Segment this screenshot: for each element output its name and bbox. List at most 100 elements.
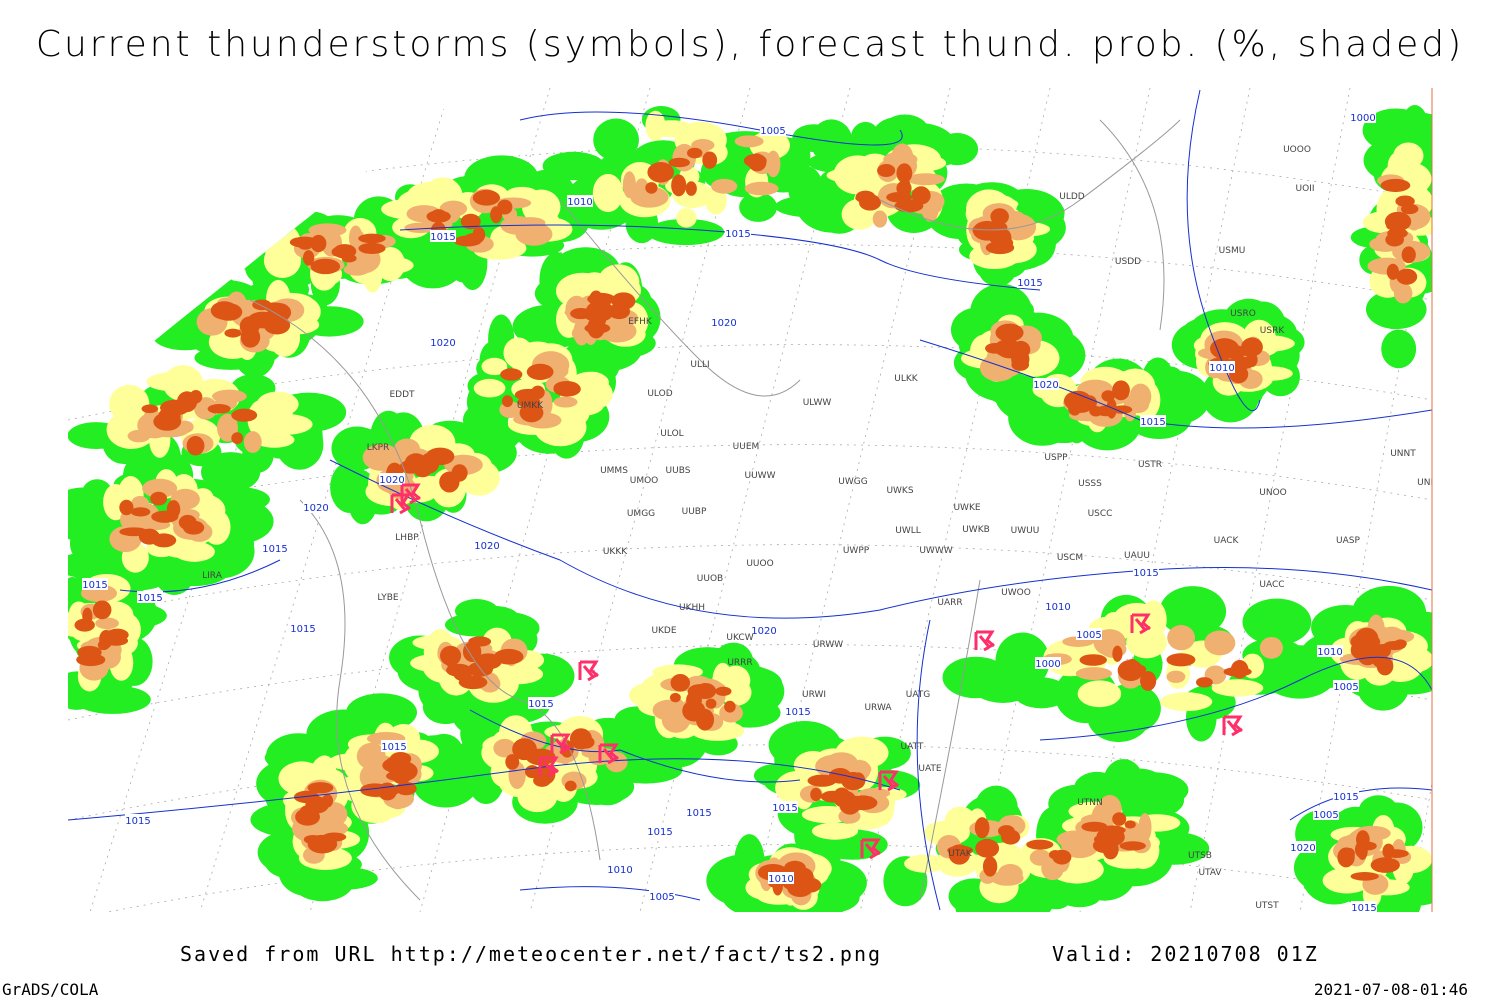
- probability-shading: [231, 432, 244, 445]
- probability-shading: [904, 854, 946, 873]
- probability-shading: [76, 653, 106, 667]
- isobar-label: 1005: [1076, 630, 1101, 641]
- probability-shading: [1387, 228, 1408, 239]
- probability-shading: [310, 258, 341, 275]
- thunderstorm-symbol: [878, 770, 899, 792]
- probability-shading: [1393, 639, 1407, 648]
- isobar-label: 1010: [1209, 363, 1234, 374]
- probability-shading: [798, 877, 822, 893]
- station-label: LYBE: [377, 593, 398, 603]
- probability-shading: [314, 820, 349, 837]
- station-label: ULLI: [690, 360, 709, 370]
- probability-shading: [1160, 692, 1213, 712]
- probability-shading: [1167, 625, 1196, 651]
- isobar-label: 1015: [1017, 278, 1042, 289]
- probability-shading: [1373, 644, 1391, 658]
- probability-shading: [500, 368, 523, 381]
- isobar-label: 1005: [1313, 810, 1338, 821]
- probability-shading: [92, 600, 112, 620]
- thunderstorm-symbol-part: [974, 630, 995, 652]
- probability-shading: [1112, 380, 1130, 401]
- isobar-label: 1020: [379, 475, 404, 486]
- probability-shading: [1384, 211, 1412, 232]
- thunderstorm-symbol: [1222, 715, 1243, 737]
- isobar-label-bg: [1209, 361, 1235, 373]
- probability-shading: [739, 192, 778, 222]
- probability-shading: [648, 120, 695, 138]
- probability-shading: [911, 186, 931, 205]
- probability-shading: [1026, 839, 1054, 850]
- probability-shading: [493, 648, 524, 665]
- station-label: UTAV: [1198, 868, 1222, 878]
- probability-shading: [359, 763, 387, 791]
- probability-shading: [687, 684, 713, 699]
- station-label: LKPR: [367, 443, 390, 453]
- station-label: USSS: [1078, 479, 1102, 489]
- border: [919, 579, 981, 901]
- probability-shading: [936, 133, 979, 166]
- station-label: UNOO: [1259, 488, 1287, 498]
- station-label: UWUU: [1011, 526, 1040, 536]
- probability-shading: [166, 500, 181, 519]
- probability-shading: [564, 780, 577, 792]
- probability-shading: [668, 157, 690, 168]
- probability-shading: [231, 408, 258, 422]
- probability-shading: [569, 728, 592, 750]
- isobar-label: 1015: [1333, 792, 1358, 803]
- probability-shading: [1159, 586, 1227, 637]
- thunderstorm-symbol-part: [860, 838, 881, 860]
- probability-shading: [1382, 629, 1415, 644]
- station-label: UTNN: [1077, 798, 1103, 808]
- probability-shading: [1052, 849, 1072, 865]
- probability-shading: [1395, 195, 1415, 207]
- isobar: [329, 459, 1432, 619]
- thunderstorm-symbol-part: [1130, 613, 1151, 635]
- border: [879, 119, 1181, 231]
- isobar-label: 1015: [1133, 568, 1158, 579]
- probability-shading: [322, 832, 347, 842]
- probability-shading: [720, 678, 752, 706]
- probability-shading: [303, 834, 323, 845]
- probability-shading: [119, 499, 134, 516]
- station-label: UTST: [1255, 901, 1279, 911]
- probability-shading: [1112, 645, 1123, 662]
- station-label: UTSB: [1188, 851, 1212, 861]
- station-label: UKKK: [603, 547, 628, 557]
- isobar-label-bg: [303, 501, 329, 513]
- probability-shading: [1166, 653, 1196, 667]
- probability-shading: [669, 692, 681, 703]
- isobar: [469, 709, 801, 783]
- probability-shading: [151, 533, 177, 548]
- probability-shading: [906, 173, 945, 186]
- probability-shading: [1102, 839, 1119, 860]
- isobar-label-bg: [1133, 566, 1159, 578]
- probability-shading: [473, 378, 506, 398]
- isobar-label: 1015: [785, 707, 810, 718]
- probability-shading: [440, 645, 462, 666]
- probability-shading: [622, 171, 636, 199]
- probability-shading: [239, 316, 260, 336]
- isobar-label: 1020: [430, 338, 455, 349]
- isobar-label-bg: [567, 195, 593, 207]
- station-label: UNNT: [1390, 449, 1416, 459]
- isobar-label-bg: [686, 806, 712, 818]
- isobar-label: 1020: [1290, 843, 1315, 854]
- isobar-label-bg: [82, 578, 108, 590]
- station-label: ULWW: [803, 398, 832, 408]
- source-url: Saved from URL http://meteocenter.net/fa…: [180, 942, 882, 966]
- isobar-label-bg: [262, 542, 288, 554]
- isobar-label-bg: [1017, 276, 1043, 288]
- probability-shading: [1223, 666, 1252, 677]
- probability-shading: [97, 640, 110, 651]
- isobar-label: 1005: [1333, 682, 1358, 693]
- probability-shading: [186, 435, 205, 456]
- station-label: UWKB: [962, 525, 990, 535]
- station-label: UKCW: [726, 633, 753, 643]
- thunderstorm-symbol-part: [598, 743, 619, 765]
- isobar-label: 1020: [711, 318, 736, 329]
- probability-shading: [807, 774, 837, 787]
- station-label: UASP: [1336, 536, 1360, 546]
- isobar-label-bg: [751, 624, 777, 636]
- probability-shading: [1350, 871, 1379, 881]
- station-label: UUBP: [682, 507, 707, 517]
